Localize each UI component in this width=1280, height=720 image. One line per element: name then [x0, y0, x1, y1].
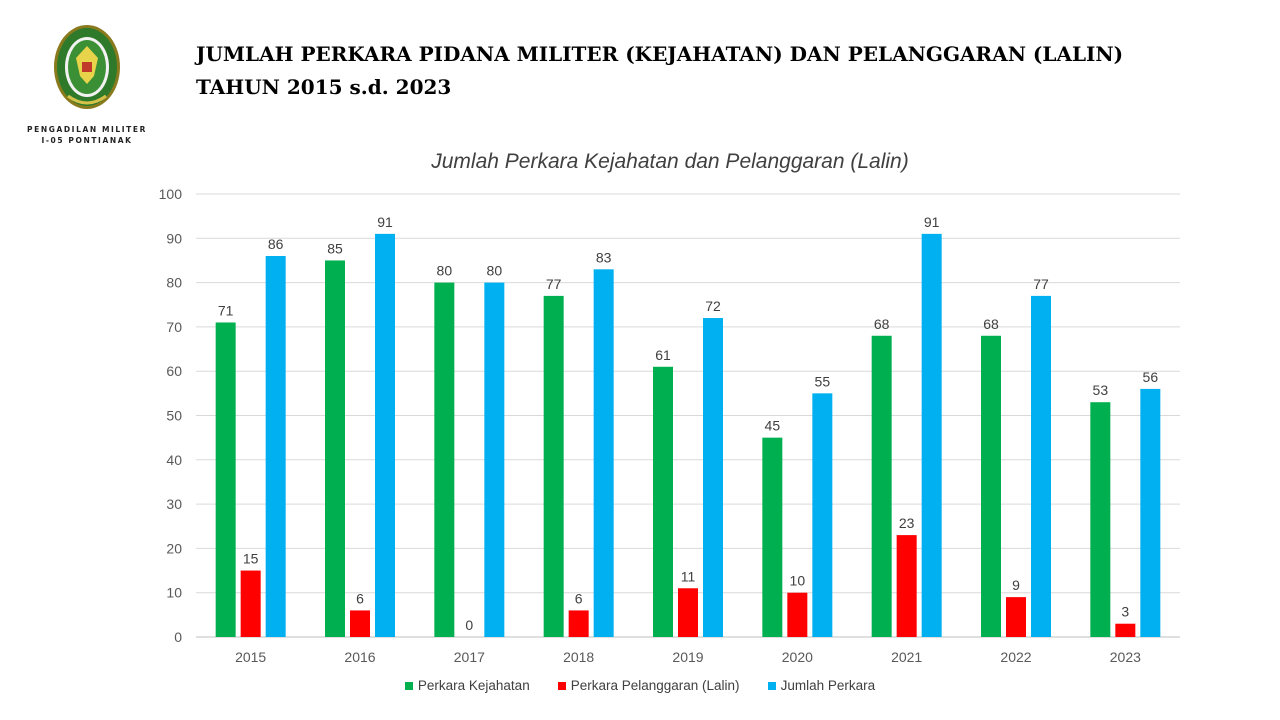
bar — [703, 318, 723, 637]
bar — [1115, 623, 1136, 637]
y-tick-label: 0 — [174, 629, 182, 645]
data-label: 9 — [1012, 577, 1020, 593]
chart-legend: Perkara Kejahatan Perkara Pelanggaran (La… — [0, 678, 1280, 693]
bar — [921, 233, 942, 637]
data-label: 83 — [596, 249, 612, 265]
y-tick-label: 70 — [166, 319, 182, 335]
bar — [1031, 295, 1051, 637]
x-tick-label: 2023 — [1110, 649, 1141, 665]
bar — [484, 282, 505, 637]
data-label: 15 — [243, 551, 259, 567]
bar — [240, 570, 261, 637]
data-label: 10 — [790, 573, 806, 589]
x-tick-label: 2019 — [672, 649, 703, 665]
data-label: 86 — [268, 236, 284, 252]
data-label: 23 — [899, 515, 915, 531]
x-tick-label: 2018 — [563, 649, 594, 665]
data-label: 56 — [1143, 369, 1159, 385]
data-label: 72 — [705, 298, 721, 314]
data-label: 3 — [1121, 604, 1129, 620]
bar — [1140, 388, 1161, 637]
data-label: 71 — [218, 302, 234, 318]
y-tick-label: 80 — [166, 275, 182, 291]
bar — [896, 535, 917, 637]
y-tick-label: 50 — [166, 408, 182, 424]
page-title-line-2: TAHUN 2015 s.d. 2023 — [196, 75, 452, 99]
x-tick-label: 2021 — [891, 649, 922, 665]
bar — [568, 610, 589, 637]
data-label: 68 — [874, 316, 890, 332]
legend-label: Perkara Kejahatan — [417, 678, 530, 693]
bar — [325, 260, 345, 637]
bar — [981, 335, 1001, 637]
y-tick-label: 30 — [166, 496, 182, 512]
legend-item: Perkara Pelanggaran (Lalin) — [557, 678, 740, 693]
legend-swatch — [404, 681, 413, 690]
bar — [350, 610, 370, 637]
x-tick-label: 2020 — [782, 649, 813, 665]
bar — [678, 588, 698, 637]
x-tick-label: 2016 — [344, 649, 375, 665]
chart-title: Jumlah Perkara Kejahatan dan Pelanggaran… — [431, 150, 909, 173]
legend-swatch — [767, 681, 776, 690]
x-tick-label: 2015 — [235, 649, 266, 665]
org-line-2: I-05 PONTIANAK — [41, 136, 133, 145]
data-label: 68 — [983, 316, 999, 332]
bar — [762, 437, 783, 637]
bar — [593, 269, 614, 637]
y-tick-label: 10 — [166, 585, 182, 601]
data-label: 80 — [437, 263, 453, 279]
legend-item: Jumlah Perkara — [767, 678, 876, 693]
data-label: 85 — [327, 240, 343, 256]
y-tick-label: 20 — [166, 540, 182, 556]
bar — [1006, 597, 1026, 637]
data-label: 61 — [655, 347, 671, 363]
data-label: 91 — [924, 214, 940, 230]
legend-swatch — [557, 681, 566, 690]
data-label: 6 — [356, 590, 364, 606]
x-tick-label: 2022 — [1000, 649, 1031, 665]
organization-name: PENGADILAN MILITER I-05 PONTIANAK — [16, 124, 158, 146]
bar — [653, 366, 673, 637]
y-tick-label: 40 — [166, 452, 182, 468]
bar — [543, 295, 564, 637]
data-label: 55 — [815, 373, 831, 389]
bar — [1090, 402, 1111, 637]
data-label: 45 — [765, 418, 781, 434]
data-label: 91 — [377, 214, 393, 230]
data-label: 80 — [487, 263, 503, 279]
y-tick-label: 60 — [166, 363, 182, 379]
bar — [215, 322, 236, 637]
data-label: 77 — [546, 276, 562, 292]
legend-item: Perkara Kejahatan — [404, 678, 530, 693]
y-tick-label: 100 — [159, 186, 183, 202]
court-emblem-icon — [54, 25, 120, 109]
data-label: 11 — [681, 568, 696, 584]
page-title: JUMLAH PERKARA PIDANA MILITER (KEJAHATAN… — [196, 38, 1196, 104]
legend-label: Perkara Pelanggaran (Lalin) — [570, 678, 740, 693]
bar — [265, 256, 286, 637]
data-label: 0 — [465, 617, 473, 633]
legend-label: Jumlah Perkara — [780, 678, 876, 693]
y-tick-label: 90 — [166, 230, 182, 246]
bar — [871, 335, 892, 637]
org-line-1: PENGADILAN MILITER — [27, 125, 147, 134]
x-tick-label: 2017 — [454, 649, 485, 665]
bar — [812, 393, 833, 637]
bar — [434, 282, 455, 637]
bar — [375, 233, 395, 637]
page-title-line-1: JUMLAH PERKARA PIDANA MILITER (KEJAHATAN… — [196, 42, 1124, 66]
data-label: 77 — [1033, 276, 1049, 292]
data-label: 53 — [1093, 382, 1109, 398]
data-label: 6 — [575, 590, 583, 606]
bar — [787, 592, 808, 637]
